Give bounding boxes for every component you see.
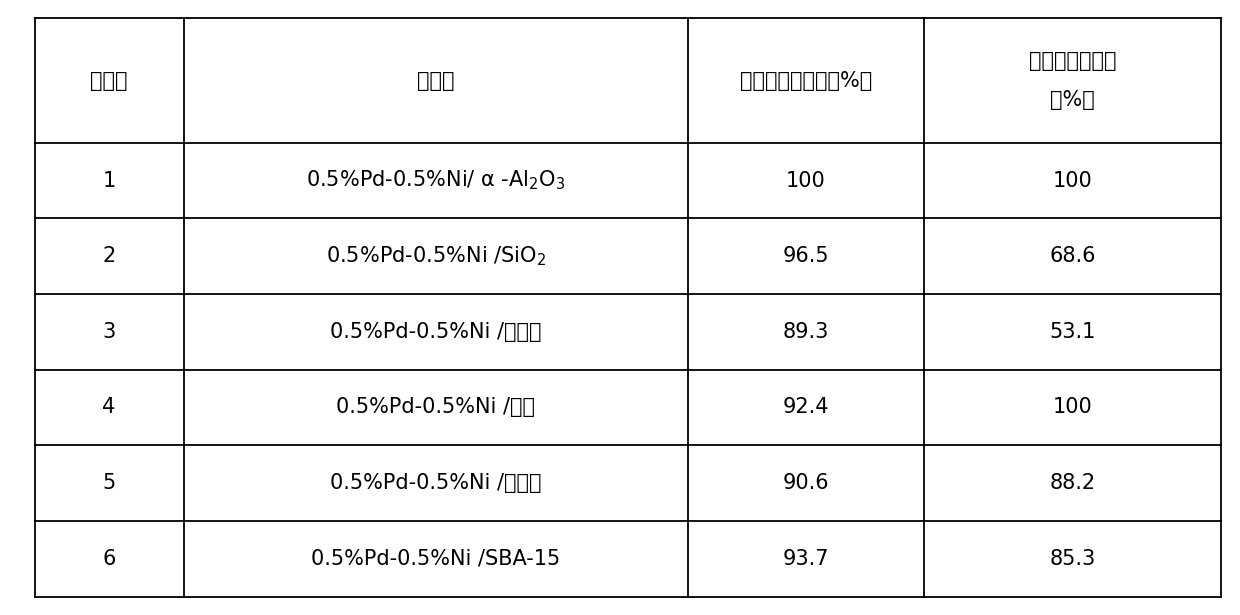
Text: 实施例: 实施例: [91, 71, 128, 90]
Text: 1: 1: [103, 170, 115, 191]
Text: 5: 5: [103, 473, 115, 493]
Text: 0.5%Pd-0.5%Ni/ α -Al$_2$O$_3$: 0.5%Pd-0.5%Ni/ α -Al$_2$O$_3$: [306, 169, 565, 192]
Text: 100: 100: [1053, 170, 1092, 191]
Text: 0.5%Pd-0.5%Ni /炭黑: 0.5%Pd-0.5%Ni /炭黑: [336, 397, 536, 418]
Text: 100: 100: [1053, 397, 1092, 418]
Text: 3: 3: [103, 322, 115, 342]
Text: 92.4: 92.4: [782, 397, 830, 418]
Text: 丁烯二醇选择性（%）: 丁烯二醇选择性（%）: [740, 71, 872, 90]
Text: 88.2: 88.2: [1049, 473, 1096, 493]
Text: 4: 4: [103, 397, 115, 418]
Text: 90.6: 90.6: [782, 473, 830, 493]
Text: 6: 6: [103, 549, 115, 569]
Text: 85.3: 85.3: [1049, 549, 1096, 569]
Text: 96.5: 96.5: [782, 246, 830, 266]
Text: 0.5%Pd-0.5%Ni /椰壳炭: 0.5%Pd-0.5%Ni /椰壳炭: [330, 322, 542, 342]
Text: 丁炔二醇转化率: 丁炔二醇转化率: [1029, 51, 1116, 71]
Text: 2: 2: [103, 246, 115, 266]
Text: 0.5%Pd-0.5%Ni /碳化硅: 0.5%Pd-0.5%Ni /碳化硅: [330, 473, 542, 493]
Text: 100: 100: [786, 170, 826, 191]
Text: 0.5%Pd-0.5%Ni /SiO$_2$: 0.5%Pd-0.5%Ni /SiO$_2$: [326, 244, 546, 268]
Text: 0.5%Pd-0.5%Ni /SBA-15: 0.5%Pd-0.5%Ni /SBA-15: [311, 549, 560, 569]
Text: 93.7: 93.7: [782, 549, 830, 569]
Text: 53.1: 53.1: [1049, 322, 1096, 342]
Text: 68.6: 68.6: [1049, 246, 1096, 266]
Text: 89.3: 89.3: [782, 322, 830, 342]
Text: 催化剂: 催化剂: [417, 71, 455, 90]
Text: （%）: （%）: [1050, 90, 1095, 110]
